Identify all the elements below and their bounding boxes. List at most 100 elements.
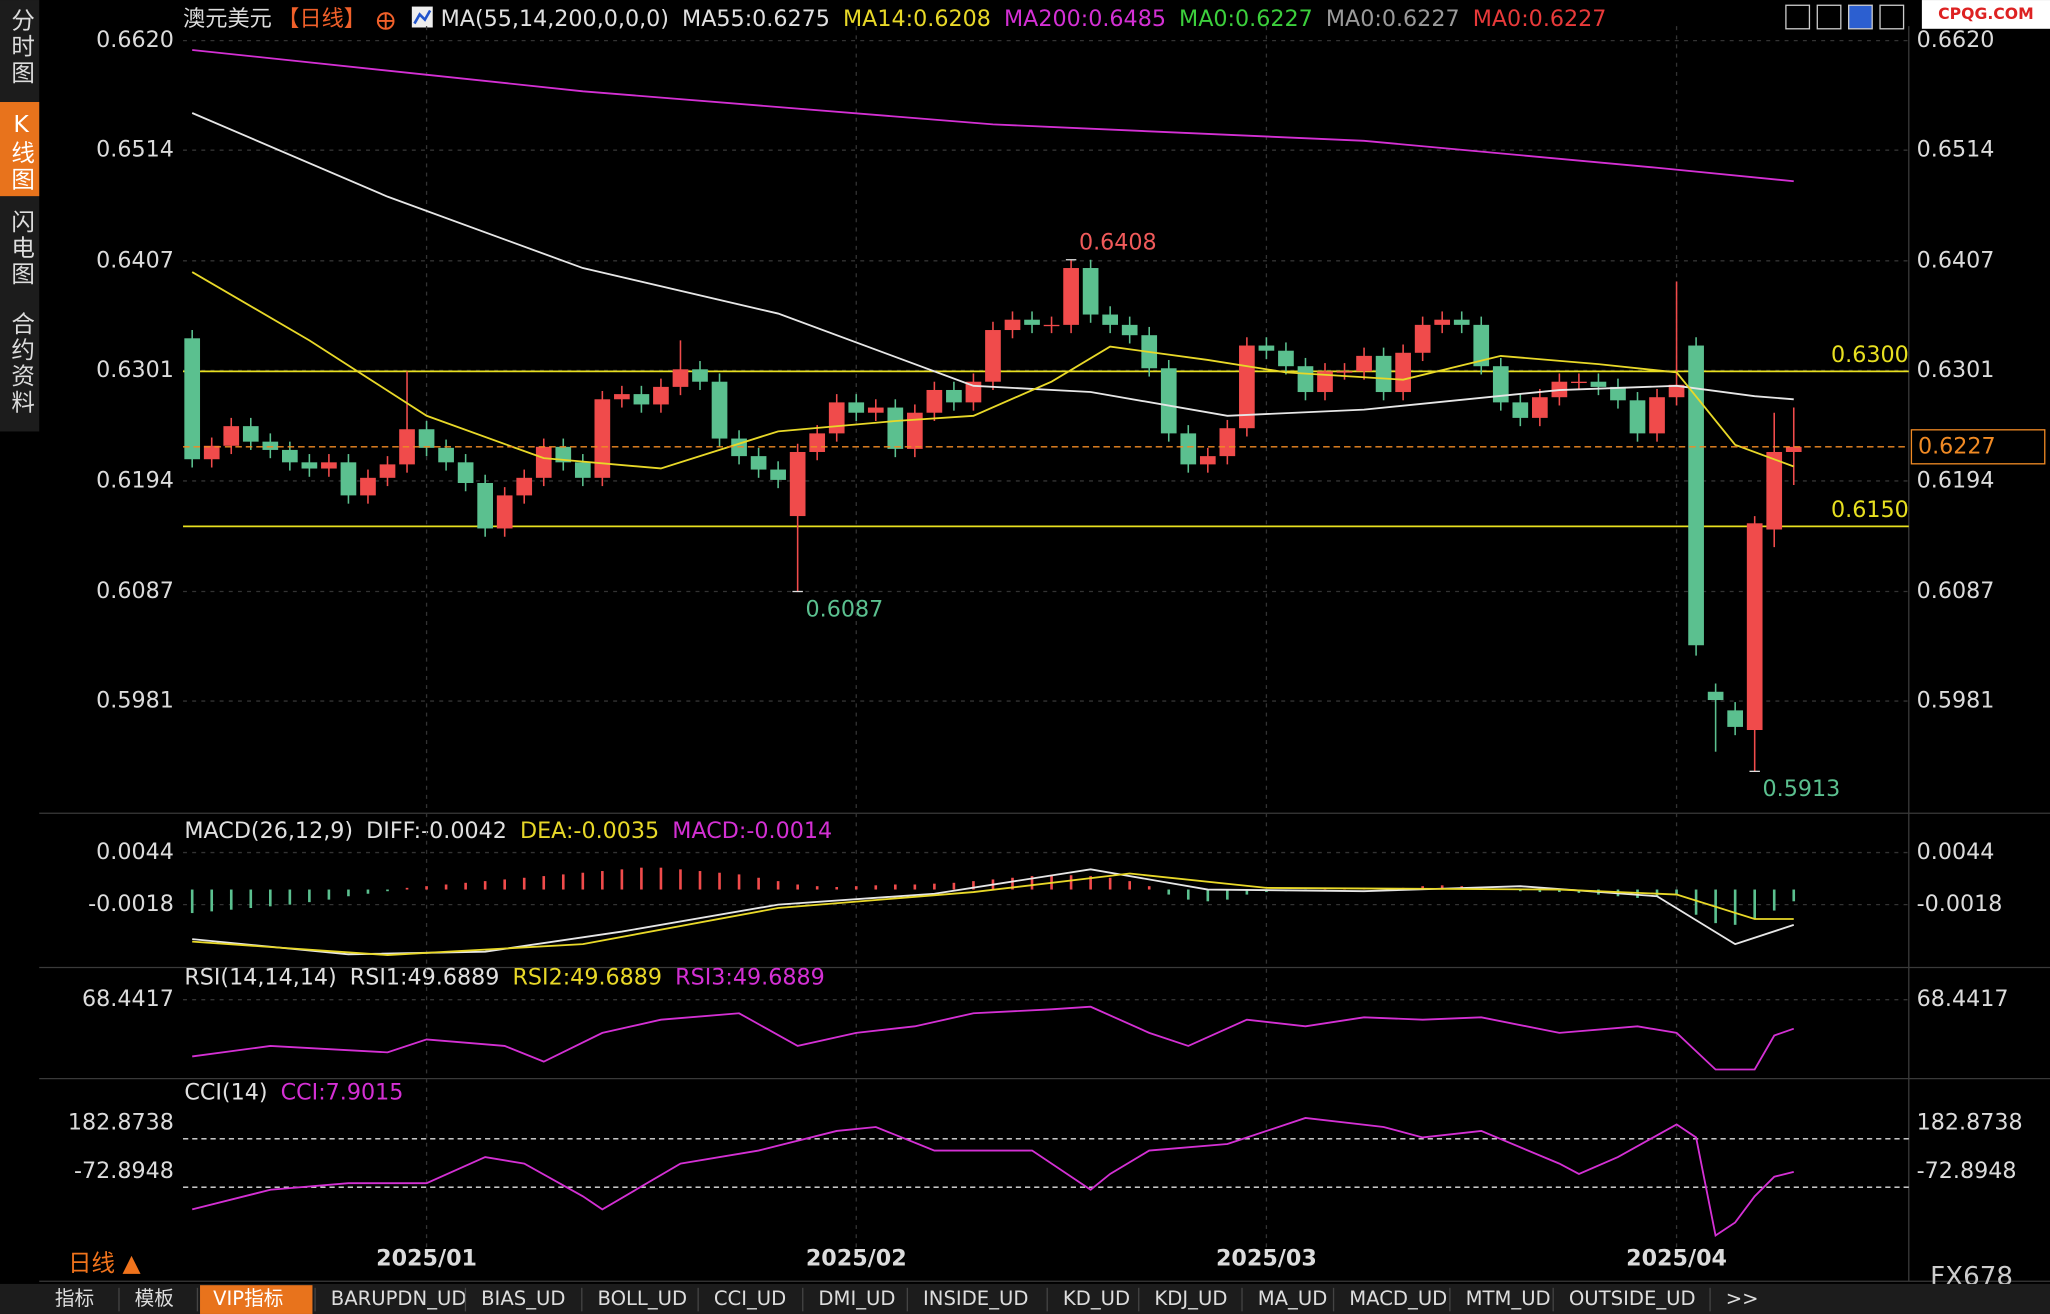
tab[interactable]: CCI_UD xyxy=(714,1287,786,1310)
candle-body xyxy=(867,407,884,413)
legend-item: CCI:7.9015 xyxy=(281,1080,404,1106)
logo: CPQG.COM xyxy=(1938,4,2034,23)
y-tick-label: -0.0018 xyxy=(1917,891,2003,917)
toolbar-icon[interactable] xyxy=(1816,4,1842,30)
candle-body xyxy=(1512,402,1529,418)
x-tick-label: 2025/04 xyxy=(1626,1246,1727,1272)
x-tick-label: 2025/02 xyxy=(806,1246,907,1272)
sidebar-tab[interactable]: 合约资料 xyxy=(7,311,35,416)
y-tick-label: 0.6514 xyxy=(96,137,174,163)
candle-body xyxy=(1727,710,1744,727)
tab-active xyxy=(200,1285,313,1314)
candle-body xyxy=(1219,428,1236,457)
tab[interactable]: KD_UD xyxy=(1063,1287,1130,1310)
y-tick-label: 0.6087 xyxy=(1917,578,1995,604)
candle-body xyxy=(1395,352,1411,393)
legend-item: MA0:0.6227 xyxy=(1473,6,1607,32)
legend-item: CCI(14) xyxy=(184,1080,267,1106)
tab[interactable]: KDJ_UD xyxy=(1154,1287,1227,1310)
candle-body xyxy=(1746,523,1763,731)
candle-body xyxy=(1180,433,1197,465)
cci-line xyxy=(191,1117,1794,1238)
toolbar-icon[interactable] xyxy=(1879,4,1905,30)
candle-body xyxy=(1160,368,1177,434)
candle-body xyxy=(457,462,474,483)
candle-body xyxy=(184,338,201,460)
legend-item: MA0:0.6227 xyxy=(1326,6,1460,32)
candle-body xyxy=(1356,355,1372,372)
candle-body xyxy=(1278,350,1294,367)
sidebar-tab[interactable]: 闪电图 xyxy=(7,209,35,288)
tab-bar xyxy=(0,1283,2050,1314)
tab[interactable]: BOLL_UD xyxy=(597,1287,687,1310)
indicator-icon xyxy=(413,9,432,25)
candle-body xyxy=(262,441,279,450)
candle-body xyxy=(1610,386,1626,401)
candle-body xyxy=(301,462,318,469)
tab[interactable]: MTM_UD xyxy=(1466,1287,1551,1310)
y-tick-label: 0.6620 xyxy=(1917,27,1995,53)
candle-body xyxy=(1571,381,1587,384)
toolbar-icon[interactable] xyxy=(1785,4,1811,30)
period-tag: 【日线】 xyxy=(277,6,366,32)
candle-body xyxy=(1258,345,1275,351)
ma-line xyxy=(191,271,1795,470)
extreme-label: 0.6087 xyxy=(806,596,884,622)
candle-body xyxy=(516,477,533,496)
last-price-box xyxy=(1910,429,2046,465)
y-tick-label: 0.6301 xyxy=(1917,357,1995,383)
tab[interactable]: >> xyxy=(1726,1287,1759,1310)
candle-body xyxy=(906,412,923,449)
candle-body xyxy=(809,433,826,452)
toolbar-icon[interactable] xyxy=(1848,4,1873,30)
last-price-label: 0.6227 xyxy=(1918,433,1996,459)
candle-body xyxy=(223,426,240,446)
candle-body xyxy=(614,394,630,400)
tab[interactable]: DMI_UD xyxy=(818,1287,895,1310)
y-tick-label: 0.6407 xyxy=(96,247,174,273)
sidebar-tab[interactable]: 分时图 xyxy=(7,8,35,87)
tab[interactable]: BIAS_UD xyxy=(481,1287,565,1310)
tab[interactable]: VIP指标 xyxy=(213,1287,283,1310)
candle-body xyxy=(594,399,611,478)
candle-body xyxy=(1043,324,1060,327)
ma-line xyxy=(192,49,1794,183)
tab[interactable]: BARUPDN_UD xyxy=(331,1287,467,1310)
candle-body xyxy=(1668,384,1685,398)
tab[interactable]: MA_UD xyxy=(1258,1287,1328,1310)
legend-item: RSI3:49.6889 xyxy=(675,964,825,990)
candle-body xyxy=(1004,319,1021,331)
candle-body xyxy=(1375,355,1392,393)
candle-body xyxy=(926,389,943,413)
candle-body xyxy=(379,464,396,478)
tab[interactable]: 模板 xyxy=(135,1287,174,1310)
candle-body xyxy=(496,495,513,529)
y-tick-label: 0.0044 xyxy=(96,839,174,865)
candle-body xyxy=(203,445,220,460)
rsi-line xyxy=(192,1005,1795,1071)
y-tick-label: 0.6087 xyxy=(96,578,174,604)
support-label: 0.6150 xyxy=(1831,497,1909,523)
legend-item: RSI(14,14,14) xyxy=(184,964,336,990)
candle-body xyxy=(1629,400,1646,434)
candle-body xyxy=(535,446,552,478)
legend-item: RSI2:49.6889 xyxy=(512,964,662,990)
legend-item: MACD:-0.0014 xyxy=(672,818,832,844)
candle-body xyxy=(1336,371,1353,373)
candle-body xyxy=(1707,691,1724,701)
y-tick-label: 68.4417 xyxy=(1917,986,2009,1012)
tab[interactable]: INSIDE_UD xyxy=(923,1287,1028,1310)
candle-body xyxy=(1317,371,1333,393)
candle-body xyxy=(1102,314,1119,325)
candle-body xyxy=(692,369,708,382)
sidebar-tab[interactable]: K线图 xyxy=(7,110,35,193)
logo-box xyxy=(1921,0,2050,29)
period-button[interactable]: 日线 ▲ xyxy=(68,1249,142,1277)
tab[interactable]: MACD_UD xyxy=(1349,1287,1447,1310)
y-tick-label: 182.8738 xyxy=(1917,1110,2023,1136)
candle-body xyxy=(985,330,1001,382)
tab[interactable]: 指标 xyxy=(55,1287,94,1310)
candle-body xyxy=(418,429,435,448)
tab[interactable]: OUTSIDE_UD xyxy=(1569,1287,1696,1310)
